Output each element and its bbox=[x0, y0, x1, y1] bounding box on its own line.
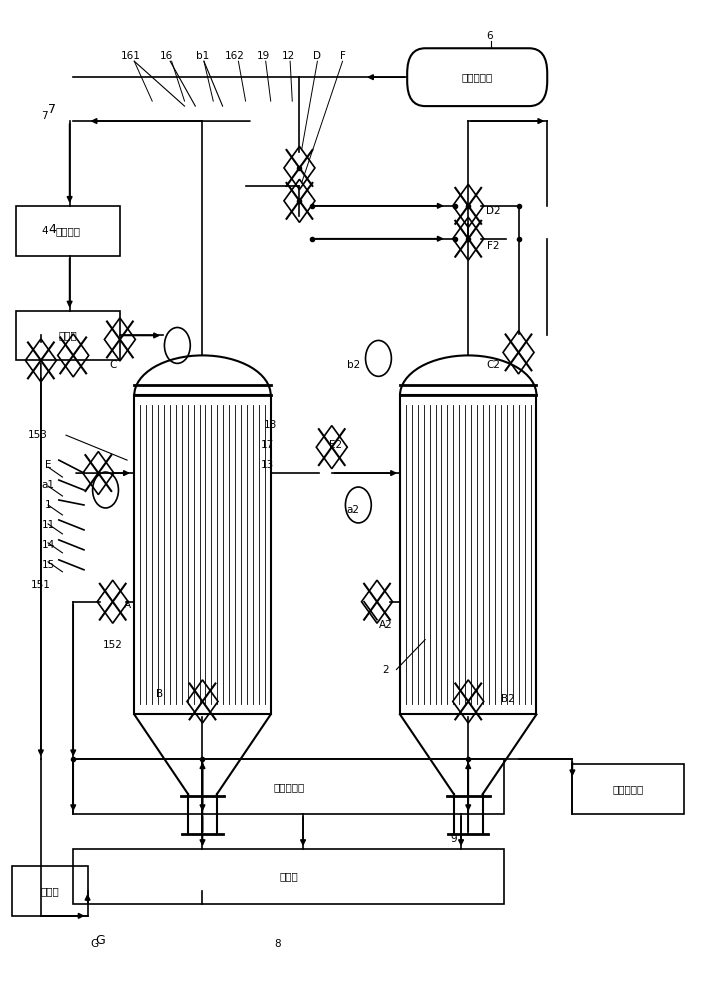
Text: 4: 4 bbox=[41, 226, 48, 236]
Text: 15: 15 bbox=[41, 560, 55, 570]
Text: 152: 152 bbox=[103, 640, 123, 650]
Text: 161: 161 bbox=[120, 51, 141, 61]
Bar bbox=[16, 206, 120, 256]
Text: 4: 4 bbox=[48, 223, 56, 236]
Text: a1: a1 bbox=[42, 480, 55, 490]
Text: 16: 16 bbox=[160, 51, 173, 61]
Text: 污水箱: 污水箱 bbox=[279, 871, 298, 881]
Text: 6: 6 bbox=[487, 31, 493, 41]
Text: 151: 151 bbox=[31, 580, 50, 590]
Text: 8: 8 bbox=[275, 939, 281, 949]
Text: a2: a2 bbox=[347, 505, 360, 515]
Text: C2: C2 bbox=[487, 360, 500, 370]
Text: 9: 9 bbox=[451, 834, 457, 844]
Bar bbox=[400, 395, 536, 714]
Text: 2: 2 bbox=[382, 665, 389, 675]
Text: 空气压缩机: 空气压缩机 bbox=[612, 784, 644, 794]
Bar bbox=[16, 311, 120, 360]
Bar bbox=[74, 759, 504, 814]
Text: 11: 11 bbox=[41, 520, 55, 530]
Text: 压缩空气罐: 压缩空气罐 bbox=[461, 72, 493, 82]
Bar bbox=[134, 395, 270, 714]
Bar bbox=[12, 866, 87, 916]
Text: 13: 13 bbox=[260, 460, 274, 470]
Text: 153: 153 bbox=[27, 430, 48, 440]
Text: b1: b1 bbox=[196, 51, 209, 61]
Text: B: B bbox=[156, 689, 163, 699]
Text: b2: b2 bbox=[347, 360, 360, 370]
Text: D: D bbox=[314, 51, 322, 61]
Text: G: G bbox=[91, 939, 99, 949]
Text: E: E bbox=[45, 460, 51, 470]
Text: B2: B2 bbox=[501, 694, 515, 704]
Text: 162: 162 bbox=[225, 51, 244, 61]
Text: D2: D2 bbox=[486, 206, 500, 216]
Text: 19: 19 bbox=[257, 51, 270, 61]
Text: A2: A2 bbox=[379, 620, 392, 630]
Text: F2: F2 bbox=[487, 241, 500, 251]
Text: 清水箱: 清水箱 bbox=[58, 330, 77, 340]
Text: 12: 12 bbox=[282, 51, 296, 61]
Text: E2: E2 bbox=[329, 440, 342, 450]
Text: 17: 17 bbox=[260, 440, 274, 450]
Bar bbox=[572, 764, 684, 814]
Text: C: C bbox=[109, 360, 116, 370]
Text: G: G bbox=[94, 934, 105, 947]
Text: A: A bbox=[123, 600, 131, 610]
Bar bbox=[74, 849, 504, 904]
Text: 7: 7 bbox=[48, 103, 56, 116]
Text: 污水泵: 污水泵 bbox=[40, 886, 59, 896]
Text: 14: 14 bbox=[41, 540, 55, 550]
Text: 18: 18 bbox=[264, 420, 278, 430]
Text: F: F bbox=[340, 51, 345, 61]
Text: 1: 1 bbox=[45, 500, 51, 510]
Text: 重力沉降箱: 重力沉降箱 bbox=[273, 782, 304, 792]
Text: 7: 7 bbox=[41, 111, 48, 121]
Text: 反洗水泵: 反洗水泵 bbox=[56, 226, 80, 236]
